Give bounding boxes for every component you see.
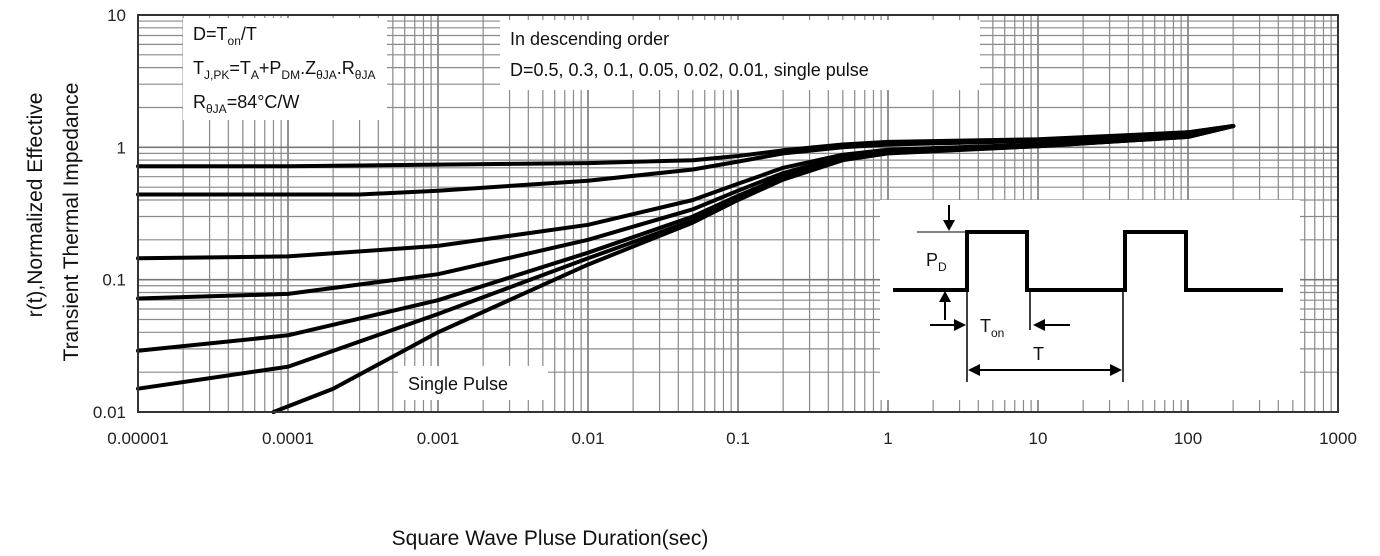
x-tick-label: 0.1 [726,429,750,448]
ton-arrowhead-right [1033,319,1045,331]
inset-background [880,200,1300,400]
junction-temp-formula: TJ,PK=TA+PDM.ZθJA.RθJA [193,58,375,82]
single-pulse-box [398,366,548,400]
y-axis-label-line1: r(t),Normalized Effective [24,93,47,318]
formula-box [183,18,387,120]
y-tick-label: 0.01 [93,403,126,422]
curves [136,124,1236,414]
y-tick-label: 1 [117,138,126,157]
plot-frame [137,14,1339,413]
pd-arrowhead-top [943,220,955,231]
order-note-box [500,20,980,90]
pulse-waveform [893,230,1283,292]
series-curve-7 [271,124,1236,414]
x-tick-label: 100 [1174,429,1202,448]
ton-arrowhead-left [954,319,966,331]
ticks: 0.00001 0.0001 0.001 0.01 0.1 1 10 100 1000 0.01 0… [93,6,1357,448]
x-tick-label: 1 [883,429,892,448]
order-note-line2: D=0.5, 0.3, 0.1, 0.05, 0.02, 0.01, singl… [510,60,869,80]
order-note-line1: In descending order [510,29,669,49]
pulse-waveform-inset: PD Ton T [880,200,1300,400]
period-label: T [1033,344,1044,364]
pd-arrowhead-bottom [939,291,951,302]
period-arrowhead-right [1110,364,1122,376]
y-tick-label: 0.1 [102,271,126,290]
x-tick-label: 0.01 [571,429,604,448]
series-curve-2 [136,124,1236,197]
single-pulse-label: Single Pulse [408,374,508,394]
x-tick-label: 0.0001 [262,429,314,448]
x-axis-label: Square Wave Pluse Duration(sec) [392,527,709,550]
y-tick-label: 10 [107,6,126,25]
y-axis-label-line2: Transient Thermal Impedance [60,83,83,362]
x-tick-label: 10 [1029,429,1048,448]
x-tick-label: 0.001 [417,429,460,448]
period-arrowhead-left [968,364,980,376]
x-tick-label: 1000 [1319,429,1357,448]
x-tick-label: 0.00001 [107,429,168,448]
